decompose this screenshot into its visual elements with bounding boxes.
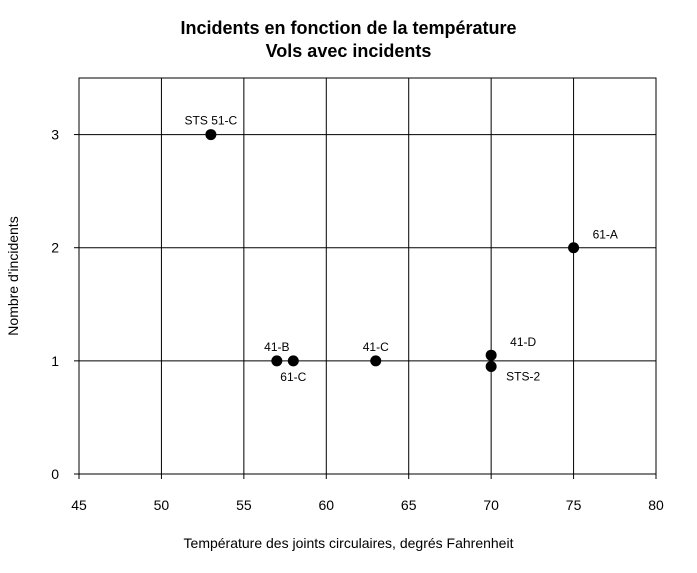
chart-subtitle: Vols avec incidents bbox=[265, 41, 432, 61]
x-tick-label: 60 bbox=[318, 497, 334, 513]
data-point bbox=[568, 242, 580, 254]
data-point bbox=[485, 349, 497, 361]
data-label: 61-A bbox=[593, 228, 618, 242]
x-tick-label: 45 bbox=[71, 497, 87, 513]
x-tick-label: 65 bbox=[401, 497, 417, 513]
data-label: 41-C bbox=[363, 340, 389, 354]
x-tick-label: 55 bbox=[236, 497, 252, 513]
x-tick-label: 50 bbox=[154, 497, 170, 513]
data-point bbox=[370, 355, 382, 367]
data-label: 61-C bbox=[280, 370, 306, 384]
data-point bbox=[205, 129, 217, 141]
x-tick-label: 75 bbox=[566, 497, 582, 513]
y-tick-label: 0 bbox=[51, 466, 59, 482]
x-axis-label: Température des joints circulaires, degr… bbox=[183, 535, 514, 551]
data-point bbox=[287, 355, 299, 367]
y-tick-label: 2 bbox=[51, 240, 59, 256]
data-label: 41-D bbox=[510, 335, 536, 349]
data-point bbox=[485, 361, 497, 373]
data-label: STS 51-C bbox=[185, 114, 238, 128]
y-tick-label: 3 bbox=[51, 127, 59, 143]
y-tick-label: 1 bbox=[51, 353, 59, 369]
chart-title: Incidents en fonction de la température bbox=[180, 18, 517, 38]
y-axis-label: Nombre d'incidents bbox=[5, 216, 21, 336]
data-label: 41-B bbox=[264, 340, 289, 354]
x-tick-label: 70 bbox=[483, 497, 499, 513]
plot-area bbox=[78, 77, 657, 475]
x-tick-label: 80 bbox=[648, 497, 664, 513]
data-label: STS-2 bbox=[506, 370, 540, 384]
data-point bbox=[271, 355, 283, 367]
